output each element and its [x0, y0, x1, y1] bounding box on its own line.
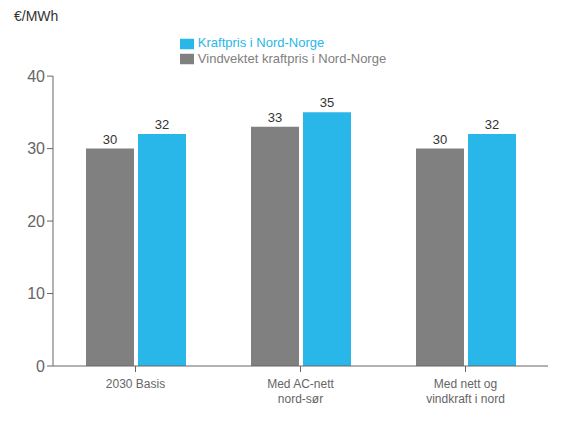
svg-text:33: 33	[268, 110, 282, 125]
html-text:€/MWh: €/MWh	[14, 8, 59, 24]
svg-text:30: 30	[433, 132, 447, 147]
svg-text:30: 30	[27, 140, 45, 157]
svg-text:30: 30	[103, 132, 117, 147]
svg-text:Med nett ogvindkraft i nord: Med nett ogvindkraft i nord	[426, 377, 505, 406]
svg-text:35: 35	[320, 95, 334, 110]
svg-text:20: 20	[27, 213, 45, 230]
svg-text:40: 40	[27, 68, 45, 85]
svg-text:10: 10	[27, 285, 45, 302]
svg-text:0: 0	[36, 358, 45, 375]
html-text:Vindvektet kraftpris i Nord-No: Vindvektet kraftpris i Nord-Norge	[197, 50, 387, 66]
svg-text:32: 32	[155, 117, 169, 132]
svg-text:Med AC-nettnord-sør: Med AC-nettnord-sør	[267, 377, 334, 406]
svg-text:32: 32	[485, 117, 499, 132]
html-text:Kraftpris i Nord-Norge: Kraftpris i Nord-Norge	[197, 35, 325, 50]
svg-text:2030 Basis: 2030 Basis	[106, 377, 165, 391]
